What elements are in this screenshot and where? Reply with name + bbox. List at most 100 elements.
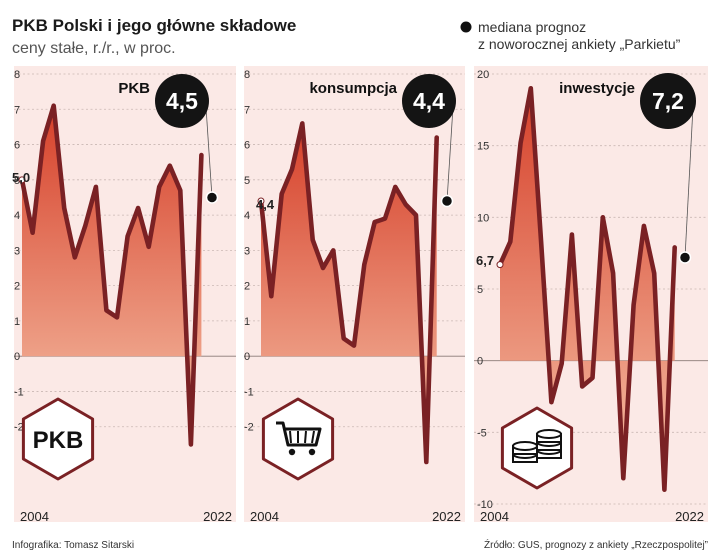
panel-inwestycje: -10 -5 0 5 10 15 20 6,7 7,2 inwestycje 2004 2022 xyxy=(474,66,708,524)
data-point xyxy=(280,192,283,196)
cart-wheel xyxy=(308,448,316,456)
start-value-label: 6,7 xyxy=(476,253,494,268)
y-tick-label: 20 xyxy=(477,69,489,81)
forecast-dot xyxy=(205,191,219,204)
cart-bar xyxy=(311,430,315,444)
y-tick-label: 6 xyxy=(14,140,20,152)
data-point xyxy=(179,189,182,192)
data-point xyxy=(52,104,55,107)
page-subtitle: ceny stałe, r./r., w proc. xyxy=(12,40,176,57)
pkb-badge-text: PKB xyxy=(33,427,84,454)
data-point xyxy=(352,344,356,347)
data-point xyxy=(383,217,387,220)
page-title: PKB Polski i jego główne składowe xyxy=(12,16,296,35)
x-end-label: 2022 xyxy=(203,509,232,524)
y-tick-label: 5 xyxy=(244,175,250,187)
series-area xyxy=(500,88,675,490)
data-point xyxy=(115,316,119,319)
x-start-label: 2004 xyxy=(250,509,279,524)
data-point xyxy=(560,362,563,365)
data-point xyxy=(425,460,428,464)
y-tick-label: 8 xyxy=(244,69,250,81)
data-point xyxy=(105,309,108,312)
data-point xyxy=(31,231,34,234)
forecast-leader-line xyxy=(205,106,213,198)
data-point xyxy=(168,164,171,167)
data-point xyxy=(270,295,273,298)
cart-bar xyxy=(289,430,292,444)
series-line xyxy=(19,103,204,447)
start-value-label: 5,0 xyxy=(12,170,30,185)
y-tick-label: 15 xyxy=(477,141,489,153)
forecast-dot xyxy=(678,251,692,264)
cart-bar xyxy=(304,430,307,444)
y-tick-label: 7 xyxy=(244,104,250,116)
legend-line-2: z noworocznej ankiety „Parkietu” xyxy=(478,36,681,52)
start-point xyxy=(496,261,504,269)
y-tick-label: -2 xyxy=(14,422,24,434)
coin-top xyxy=(512,441,538,451)
start-value-label: 4,4 xyxy=(256,197,275,212)
data-point xyxy=(414,213,418,217)
x-start-label: 2004 xyxy=(20,509,49,524)
pkb-badge-icon: PKB xyxy=(21,397,95,481)
data-point xyxy=(94,185,98,189)
data-point xyxy=(601,216,604,219)
y-tick-label: -1 xyxy=(14,386,24,398)
cart-body xyxy=(276,421,322,447)
y-tick-label: 4 xyxy=(244,210,250,222)
panel-title: PKB xyxy=(118,80,150,97)
y-tick-label: 5 xyxy=(477,284,483,296)
data-point xyxy=(394,185,397,189)
y-tick-label: 2 xyxy=(14,281,20,293)
y-tick-label: 5 xyxy=(14,175,20,187)
y-tick-label: -10 xyxy=(477,499,493,511)
panel-konsumpcja: -2 -1 0 1 2 3 4 5 6 7 8 4,4 4,4 konsumpcja 2004 2022 xyxy=(244,66,465,524)
x-start-label: 2004 xyxy=(480,509,509,524)
data-point xyxy=(373,220,376,224)
x-end-label: 2022 xyxy=(432,509,461,524)
forecast-dot xyxy=(440,194,454,208)
data-point xyxy=(136,206,140,210)
series-area xyxy=(261,123,437,463)
data-point xyxy=(611,272,615,275)
start-point xyxy=(257,197,265,205)
y-tick-label: 2 xyxy=(244,281,250,293)
data-point xyxy=(200,153,203,157)
forecast-leader-line xyxy=(684,106,694,258)
y-tick-label: -2 xyxy=(244,422,254,434)
data-point xyxy=(581,385,584,388)
data-point xyxy=(529,87,532,90)
source-text: Źródło: GUS, prognozy z ankiety „Rzeczpo… xyxy=(484,538,708,551)
data-point xyxy=(591,376,594,380)
data-point xyxy=(632,303,635,306)
data-point xyxy=(363,263,366,266)
legend-dot-icon xyxy=(460,21,472,33)
panel-pkb: -2 -1 0 1 2 3 4 5 6 7 8 5,0 4,5 PKB 2004 2022 PKB xyxy=(12,66,236,524)
y-tick-label: 1 xyxy=(14,316,20,328)
data-point xyxy=(404,203,407,206)
cart-wheel xyxy=(288,448,296,456)
data-point xyxy=(84,224,87,227)
data-point xyxy=(539,240,543,243)
start-point xyxy=(18,176,26,184)
series-area xyxy=(22,105,202,445)
data-point xyxy=(622,477,625,480)
data-point xyxy=(509,240,512,243)
y-tick-label: 0 xyxy=(477,356,483,368)
data-point xyxy=(147,245,150,248)
forecast-badge xyxy=(402,74,456,128)
series-line xyxy=(258,121,439,465)
forecast-value: 7,2 xyxy=(652,88,684,114)
y-tick-label: -5 xyxy=(477,427,487,439)
y-tick-label: 0 xyxy=(14,351,20,363)
y-tick-label: -1 xyxy=(244,386,254,398)
data-point xyxy=(653,272,656,275)
data-point xyxy=(41,139,45,143)
panel-title: inwestycje xyxy=(559,80,635,97)
credit-text: Infografika: Tomasz Sitarski xyxy=(12,540,134,551)
forecast-badge xyxy=(155,74,209,128)
forecast-leader-line xyxy=(446,106,454,202)
